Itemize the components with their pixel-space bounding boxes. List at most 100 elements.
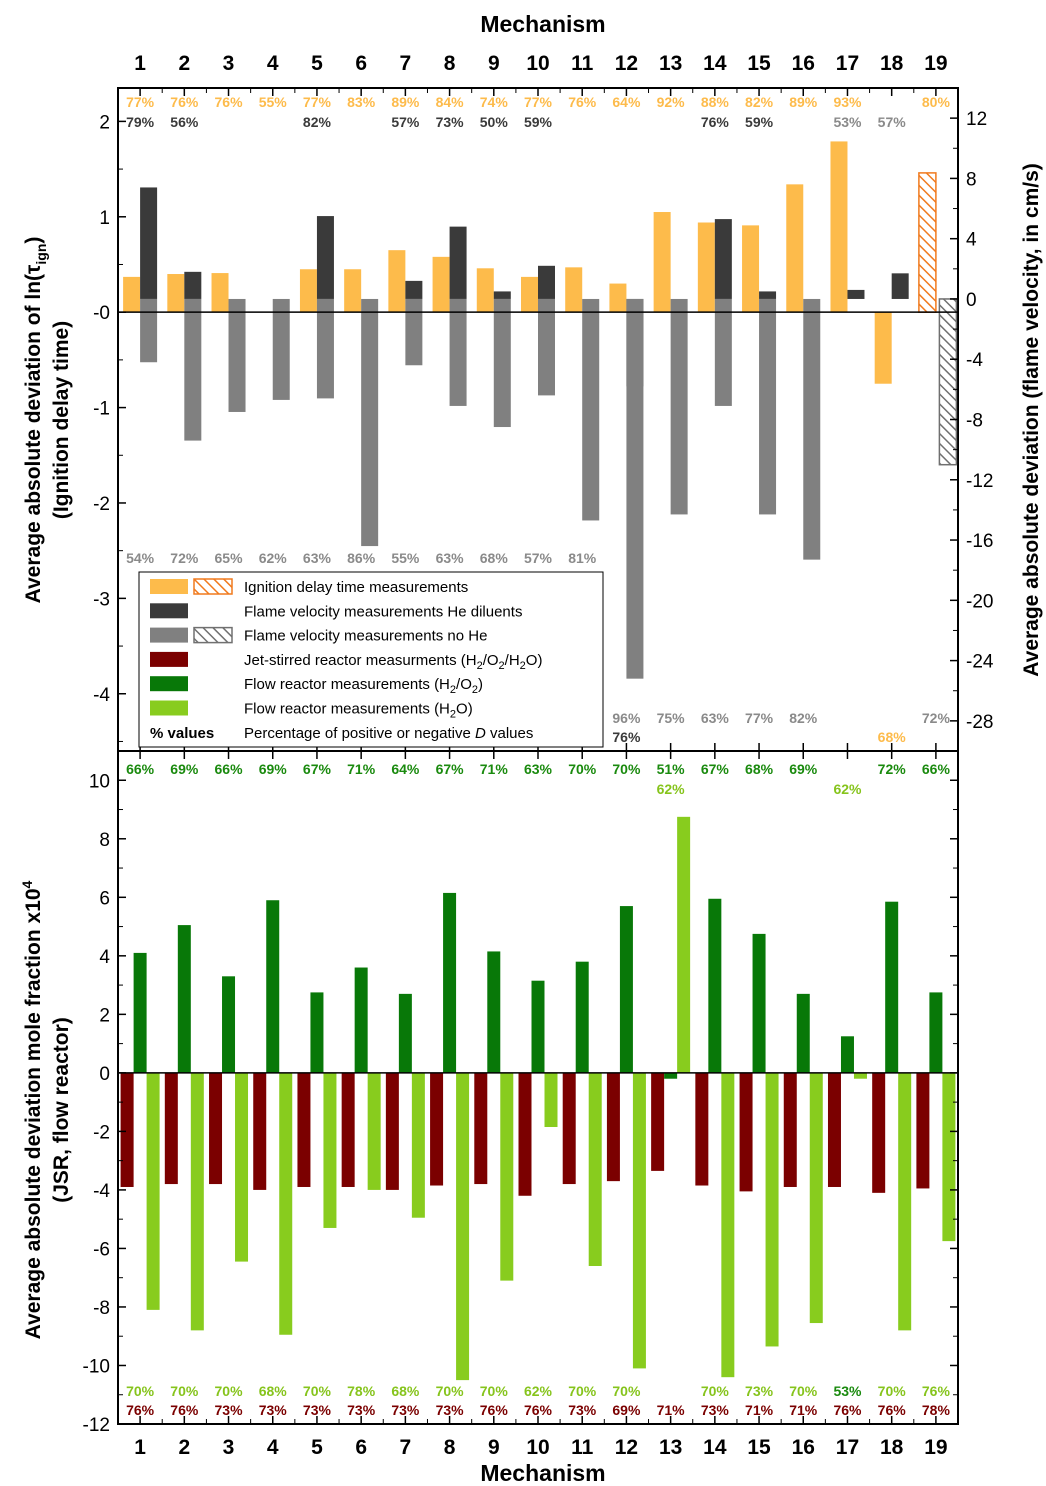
pct-flame-nohe-10: 57% bbox=[524, 550, 553, 566]
ignition-bar-2 bbox=[167, 274, 185, 313]
flow-h2o2-bar-15 bbox=[752, 933, 766, 1073]
top-left-ticklabel--1: -1 bbox=[93, 399, 110, 420]
pct-top-h2o2-18: 72% bbox=[878, 761, 907, 777]
bottom-ticklabel-8: 8 bbox=[99, 830, 110, 851]
bottom-ticklabel--2: -2 bbox=[93, 1122, 110, 1143]
bottom-ticklabel--4: -4 bbox=[93, 1181, 110, 1202]
pct-bottom-flow-7: 68% bbox=[391, 1383, 420, 1399]
pct-bottom-jsr-1: 76% bbox=[126, 1402, 155, 1418]
ignition-bar-12 bbox=[609, 283, 627, 313]
top-right-ticklabel--12: -12 bbox=[966, 471, 993, 492]
pct-bottom-flow-19: 76% bbox=[922, 1383, 951, 1399]
top-mechanism-label-13: 13 bbox=[659, 52, 682, 75]
legend-label-5: Flow reactor measurements (H2O) bbox=[244, 701, 473, 721]
pct-bottom-jsr-4: 73% bbox=[259, 1402, 288, 1418]
top-right-ylabel: Average absolute deviation (flame veloci… bbox=[1020, 163, 1043, 677]
top-left-ticklabel--2: -2 bbox=[93, 494, 110, 515]
bottom-mechanism-label-6: 6 bbox=[355, 1436, 367, 1459]
pct-ignition-1: 77% bbox=[126, 94, 155, 110]
pct-bottom-jsr-5: 73% bbox=[303, 1402, 332, 1418]
pct-top-h2o-13: 62% bbox=[657, 781, 686, 797]
pct-bottom-jsr-10: 76% bbox=[524, 1402, 553, 1418]
flame-he-bar-10 bbox=[538, 265, 555, 299]
pct-ignition-5: 77% bbox=[303, 94, 332, 110]
ignition-bar-5 bbox=[299, 269, 317, 313]
pct-flame-he-15: 59% bbox=[745, 114, 774, 130]
flow-h2o-bar-5 bbox=[323, 1072, 337, 1228]
legend-label-part: 2 bbox=[450, 684, 456, 696]
legend-frame bbox=[138, 571, 604, 748]
top-left-ticklabel-2: 2 bbox=[99, 112, 110, 133]
pct-bottom-flow-6: 78% bbox=[347, 1383, 376, 1399]
pct-flame-he-18: 57% bbox=[878, 114, 907, 130]
pct-bottom-flow-18: 70% bbox=[878, 1383, 907, 1399]
bottom-mechanism-label-10: 10 bbox=[526, 1436, 549, 1459]
flow-h2o-bar-4 bbox=[279, 1072, 293, 1335]
pct-ignition-16: 89% bbox=[789, 94, 818, 110]
flame-he-bar-15 bbox=[759, 291, 777, 299]
pct-bottom-jsr-15: 71% bbox=[745, 1402, 774, 1418]
pct-flame-he-8: 73% bbox=[436, 114, 465, 130]
flame-he-bar-17 bbox=[847, 289, 865, 299]
top-right-ticklabel--4: -4 bbox=[966, 350, 983, 371]
flame-nohe-bar-2 bbox=[184, 298, 202, 441]
top-mechanism-label-5: 5 bbox=[311, 52, 323, 75]
jsr-bar-12 bbox=[606, 1072, 620, 1182]
pct-top-h2o2-3: 66% bbox=[215, 761, 244, 777]
top-left-ticklabel--0: -0 bbox=[93, 303, 110, 324]
top-right-ticklabel-8: 8 bbox=[966, 169, 977, 190]
svg-text:Average absolute deviation mol: Average absolute deviation mole fraction… bbox=[19, 880, 45, 1339]
pct-flame-he-17: 53% bbox=[833, 114, 862, 130]
pct-bottom-jsr-19: 78% bbox=[922, 1402, 951, 1418]
flame-he-bar-5 bbox=[316, 216, 334, 299]
bottom-mechanism-label-9: 9 bbox=[488, 1436, 500, 1459]
legend-swatch-flow_h2o2 bbox=[150, 676, 188, 692]
bottom-ticklabel--8: -8 bbox=[93, 1298, 110, 1319]
pct-bottom-flow-12: 70% bbox=[612, 1383, 641, 1399]
bottom-ticklabel-0: 0 bbox=[99, 1064, 110, 1085]
pct-top-h2o2-13: 51% bbox=[657, 761, 686, 777]
pct-ignition-17: 93% bbox=[833, 94, 862, 110]
pct-top-h2o-17: 62% bbox=[833, 781, 862, 797]
pct-top-h2o2-12: 70% bbox=[612, 761, 641, 777]
bottom-mechanism-label-2: 2 bbox=[178, 1436, 190, 1459]
pct-top-h2o2-8: 67% bbox=[436, 761, 465, 777]
pct-top-h2o2-19: 66% bbox=[922, 761, 951, 777]
top-right-ticklabel--20: -20 bbox=[966, 591, 993, 612]
legend-label-4: Flow reactor measurements (H2/O2) bbox=[244, 676, 483, 696]
pct-top-h2o2-2: 69% bbox=[170, 761, 199, 777]
bottom-mechanism-label-14: 14 bbox=[703, 1436, 727, 1459]
flow-h2o2-bar-16 bbox=[796, 993, 810, 1073]
flow-h2o2-bar-6 bbox=[354, 967, 368, 1073]
pct-top-h2o2-16: 69% bbox=[789, 761, 818, 777]
pct-bottom-jsr-6: 73% bbox=[347, 1402, 376, 1418]
flow-h2o2-bar-7 bbox=[398, 993, 412, 1073]
pct-top-h2o2-11: 70% bbox=[568, 761, 597, 777]
legend-swatch-flow_h2o bbox=[150, 700, 188, 716]
bottom-mechanism-label-8: 8 bbox=[444, 1436, 456, 1459]
pct-top-h2o2-6: 71% bbox=[347, 761, 376, 777]
flame-nohe-bar-10 bbox=[538, 298, 555, 396]
bottom-mechanism-label-17: 17 bbox=[836, 1436, 859, 1459]
jsr-bar-5 bbox=[297, 1072, 311, 1187]
bottom-mechanism-label-7: 7 bbox=[400, 1436, 412, 1459]
jsr-bar-17 bbox=[827, 1072, 841, 1187]
bottom-ticklabel-10: 10 bbox=[89, 771, 110, 792]
bottom-axis-title: Mechanism bbox=[480, 1460, 605, 1486]
pct-flame-nohe-8: 63% bbox=[436, 550, 465, 566]
pct-bottom-jsr-14: 73% bbox=[701, 1402, 730, 1418]
jsr-bar-13 bbox=[651, 1072, 665, 1171]
top-axis-title: Mechanism bbox=[480, 11, 605, 37]
bottom-mechanism-label-4: 4 bbox=[267, 1436, 279, 1459]
top-mechanism-label-9: 9 bbox=[488, 52, 500, 75]
flame-nohe-bar-15 bbox=[759, 298, 777, 515]
top-right-ticklabel--16: -16 bbox=[966, 531, 993, 552]
flow-h2o-bar-7 bbox=[411, 1072, 425, 1218]
bottom-mechanism-label-5: 5 bbox=[311, 1436, 323, 1459]
pct-bottom-flow-10: 62% bbox=[524, 1383, 553, 1399]
pct-top-h2o2-4: 69% bbox=[259, 761, 288, 777]
pct-top-h2o2-5: 67% bbox=[303, 761, 332, 777]
jsr-bar-3 bbox=[209, 1072, 223, 1185]
flow-h2o-bar-11 bbox=[588, 1072, 602, 1266]
flow-h2o2-bar-14 bbox=[708, 898, 722, 1073]
